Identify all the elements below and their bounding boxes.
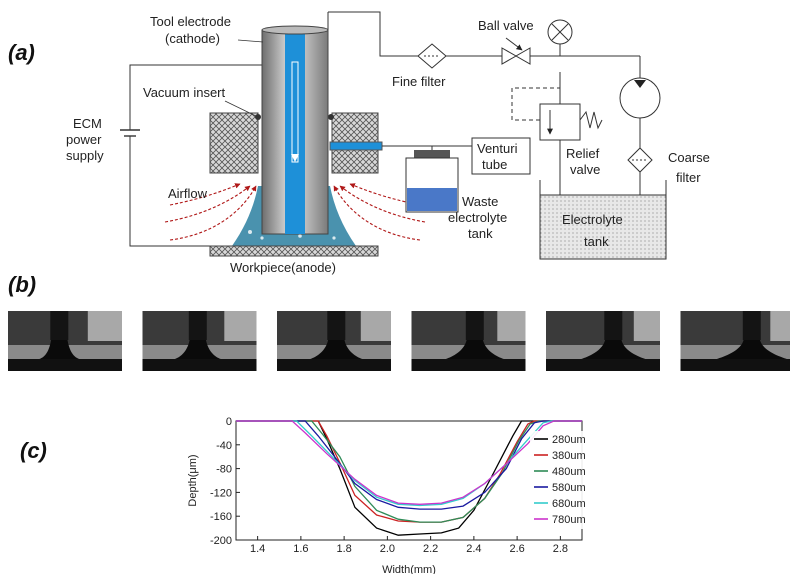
y-tick-label: 0	[226, 416, 232, 428]
venturi-label-2: tube	[482, 157, 507, 172]
seal-right	[328, 114, 334, 120]
relief-valve	[511, 87, 603, 141]
waste-tank-cap	[414, 150, 450, 158]
process-photo	[277, 311, 391, 371]
workpiece	[209, 245, 379, 257]
ecm-label-3: supply	[66, 148, 104, 163]
x-tick-label: 2.6	[509, 543, 524, 555]
waste-label-2: electrolyte	[448, 210, 507, 225]
y-tick-label: -40	[216, 440, 232, 452]
ball-valve	[501, 37, 531, 65]
venturi-label-1: Venturi	[477, 141, 518, 156]
legend-entry: 380um	[552, 450, 586, 462]
coarse-label-1: Coarse	[668, 150, 710, 165]
legend-entry: 280um	[552, 434, 586, 446]
pressure-gauge-icon	[547, 19, 573, 45]
x-tick-label: 2.0	[380, 543, 395, 555]
y-axis-label: Depth(μm)	[187, 454, 199, 506]
coarse-label-2: filter	[676, 170, 701, 185]
legend: 280um 380um 480um 580um 680um 780um	[530, 431, 586, 529]
x-axis-label: Width(mm)	[382, 564, 436, 574]
fine-filter	[417, 43, 447, 69]
fine-filter-label: Fine filter	[392, 74, 446, 89]
venturi-tube	[471, 137, 531, 175]
legend-entry: 480um	[552, 466, 586, 478]
workpiece-label: Workpiece(anode)	[230, 260, 336, 275]
electrolyte-tank-label-2: tank	[584, 234, 609, 249]
y-tick-label: -200	[210, 535, 232, 547]
waste-electrolyte	[407, 188, 457, 211]
venturi-connection	[329, 141, 472, 151]
legend-entry: 780um	[552, 514, 586, 526]
process-photo	[680, 311, 790, 371]
panel-label-c: (c)	[20, 438, 47, 463]
depth-profile-chart: 1.4 1.6 1.8 2.0 2.2 2.4 2.6 2.8 0 -40 -80 -120 -160 -…	[187, 416, 586, 574]
y-tick-label: -120	[210, 487, 232, 499]
relief-label-2: valve	[570, 162, 600, 177]
x-tick-label: 1.4	[250, 543, 265, 555]
ecm-label-1: ECM	[73, 116, 102, 131]
tool-electrode-label: Tool electrode	[150, 14, 231, 29]
ball-valve-label: Ball valve	[478, 18, 534, 33]
y-tick-label: -160	[210, 511, 232, 523]
waste-label-1: Waste	[462, 194, 498, 209]
process-photo	[8, 311, 122, 371]
electrolyte-tank-label-1: Electrolyte	[562, 212, 623, 227]
process-photo	[142, 311, 257, 371]
airflow-arrows	[164, 183, 426, 241]
series-line	[236, 420, 582, 510]
ecm-label-2: power	[66, 132, 102, 147]
x-tick-label: 1.8	[336, 543, 351, 555]
panel-label-a: (a)	[8, 40, 35, 65]
x-tick-label: 2.2	[423, 543, 438, 555]
tool-channel	[285, 30, 305, 234]
series-line	[236, 420, 582, 523]
x-tick-label: 2.8	[553, 543, 568, 555]
cathode-label: (cathode)	[165, 31, 220, 46]
legend-entry: 580um	[552, 482, 586, 494]
y-tick-label: -80	[216, 464, 232, 476]
photo-strip	[8, 311, 790, 371]
power-supply-circuit	[120, 64, 262, 247]
relief-label-1: Relief	[566, 146, 600, 161]
pump-icon	[619, 77, 661, 119]
process-photo	[411, 311, 526, 371]
x-tick-label: 1.6	[293, 543, 308, 555]
x-tick-label: 2.4	[466, 543, 481, 555]
vacuum-insert-left	[209, 112, 259, 174]
legend-entry: 680um	[552, 498, 586, 510]
series-line	[236, 420, 582, 536]
waste-label-3: tank	[468, 226, 493, 241]
coarse-filter	[627, 147, 653, 173]
vacuum-insert-label: Vacuum insert	[143, 85, 226, 100]
process-photo	[546, 311, 660, 371]
electrolyte-tank	[539, 180, 667, 260]
airflow-label: Airflow	[168, 186, 208, 201]
panel-label-b: (b)	[8, 272, 36, 297]
